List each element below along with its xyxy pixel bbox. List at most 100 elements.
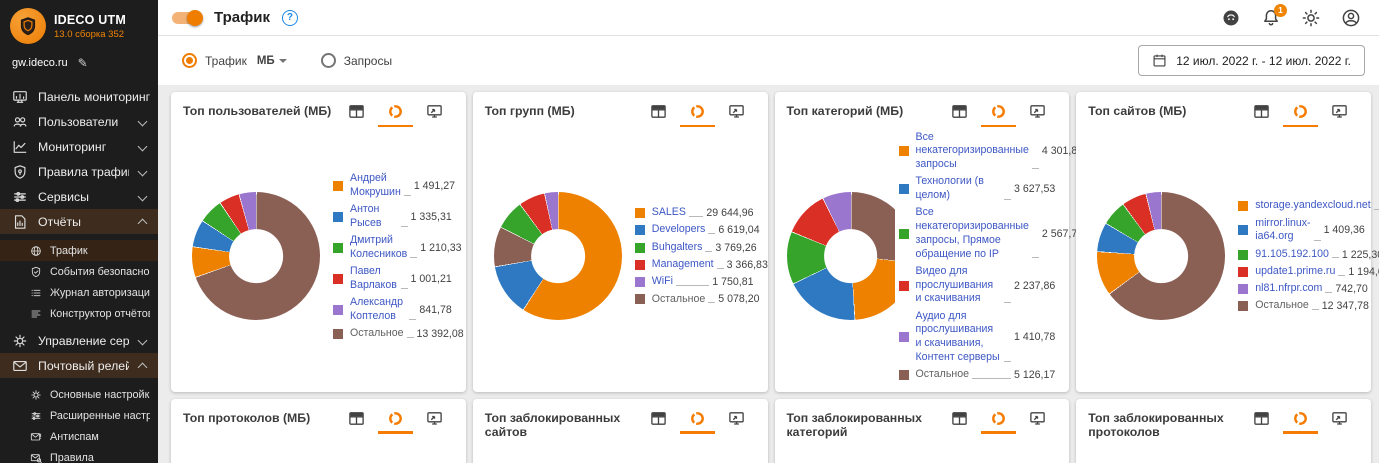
table-view[interactable]	[337, 100, 376, 127]
radio-traffic[interactable]: Трафик МБ	[182, 53, 287, 68]
sidebar-subitem-mail-rules[interactable]: Правила	[0, 447, 158, 463]
brightness-icon[interactable]	[1301, 8, 1321, 28]
sidebar-subitem-advanced-settings[interactable]: Расширенные настройки	[0, 405, 158, 426]
table-view[interactable]	[940, 407, 979, 434]
legend-label[interactable]: update1.prime.ru	[1255, 264, 1336, 277]
legend-label[interactable]: Павел Варлаков	[350, 264, 397, 291]
reports-icon	[12, 214, 28, 230]
donut-view[interactable]	[1281, 407, 1320, 434]
legend-label[interactable]: WiFi	[651, 275, 673, 288]
sidebar-item-monitoring[interactable]: Мониторинг	[0, 134, 158, 159]
table-view[interactable]	[1242, 100, 1281, 127]
date-range-picker[interactable]: 12 июл. 2022 г. - 12 июл. 2022 г.	[1138, 45, 1365, 76]
legend-label[interactable]: Видео для прослушивания и скачивания	[915, 264, 994, 305]
export-view[interactable]	[1320, 100, 1359, 127]
legend-value: 1 335,31	[410, 210, 452, 223]
table-view[interactable]	[639, 407, 678, 434]
sidebar-item-reports[interactable]: Отчёты	[0, 209, 158, 234]
donut-chart[interactable]	[786, 192, 895, 321]
table-view-icon	[952, 105, 968, 118]
sidebar-item-traffic-rules[interactable]: Правила трафика	[0, 159, 158, 184]
radio-traffic-dot[interactable]	[182, 53, 197, 68]
donut-view[interactable]	[376, 100, 415, 127]
chart-area: Онлайн-реклама и баннеры1 385Список Миню…	[787, 439, 1058, 463]
legend-label[interactable]: SALES	[651, 206, 686, 219]
donut-view[interactable]	[678, 407, 717, 434]
legend-label[interactable]: mirror.linux-ia64.org	[1255, 216, 1311, 243]
radio-requests[interactable]: Запросы	[320, 53, 392, 68]
donut-chart[interactable]	[192, 192, 320, 321]
legend-label[interactable]: Технологии (в целом)	[915, 175, 984, 202]
donut-view[interactable]	[979, 100, 1018, 127]
legend-label[interactable]: Антон Рысев	[350, 202, 382, 229]
donut-view[interactable]	[678, 100, 717, 127]
sidebar-subitem-label: Антиспам	[50, 430, 99, 443]
services-icon	[12, 189, 28, 205]
legend-label[interactable]: nl81.nfrpr.com	[1255, 282, 1323, 295]
legend-label[interactable]: Аудио для прослушивания и скачивания, Ко…	[915, 309, 1000, 363]
chart-card: Топ групп (МБ) SALES 29 644,96 Developers 6 …	[472, 92, 768, 392]
view-tabs	[337, 407, 454, 434]
table-view[interactable]	[337, 407, 376, 434]
legend-label[interactable]: Андрей Мокрушин	[350, 171, 401, 198]
sidebar-item-services[interactable]: Сервисы	[0, 184, 158, 209]
donut-view[interactable]	[1281, 100, 1320, 127]
legend-label[interactable]: Management	[651, 258, 714, 270]
support-chat-icon[interactable]	[1221, 8, 1241, 28]
report-enabled-toggle[interactable]	[172, 9, 203, 26]
sidebar-subitem-security-events[interactable]: События безопасности	[0, 261, 158, 282]
edit-hostname-icon[interactable]: ✎	[77, 56, 88, 70]
legend-swatch	[1238, 301, 1249, 312]
sidebar-item-users[interactable]: Пользователи	[0, 109, 158, 134]
export-view[interactable]	[415, 407, 454, 434]
donut-view[interactable]	[376, 407, 415, 434]
legend-label[interactable]: Все некатегоризированные запросы, Прямое…	[915, 206, 1029, 260]
legend-label[interactable]: Developers	[651, 223, 706, 236]
export-view[interactable]	[717, 100, 756, 127]
table-view[interactable]	[639, 100, 678, 127]
filter-bar: Трафик МБ Запросы 12 июл. 2022 г. - 12 и…	[158, 36, 1379, 85]
sidebar-subitem-antispam[interactable]: Антиспам	[0, 426, 158, 447]
radio-requests-dot[interactable]	[320, 53, 336, 68]
legend-label[interactable]: Buhgalters	[651, 240, 703, 253]
donut-chart[interactable]	[1097, 192, 1226, 321]
sidebar-subitem-report-builder[interactable]: Конструктор отчётов	[0, 303, 158, 324]
sidebar-subitem-settings-gear[interactable]: Основные настройки	[0, 384, 158, 405]
legend-label[interactable]: storage.yandexcloud.net	[1255, 199, 1371, 212]
legend-value: 5 078,20	[718, 293, 760, 306]
table-view[interactable]	[1242, 407, 1281, 434]
legend-swatch	[333, 242, 343, 253]
sidebar-item-server-settings[interactable]: Управление сервером	[0, 328, 158, 353]
legend-label[interactable]: Дмитрий Колесников	[350, 233, 408, 260]
legend-label[interactable]: Все некатегоризированные запросы	[915, 130, 1029, 171]
export-view[interactable]	[1018, 407, 1057, 434]
donut-view[interactable]	[979, 407, 1018, 434]
sidebar-item-mail-relay[interactable]: Почтовый релей	[0, 353, 158, 378]
legend-swatch	[634, 225, 645, 236]
legend-label[interactable]: 91.105.192.100	[1255, 247, 1329, 260]
donut-chart[interactable]	[493, 192, 622, 321]
help-icon[interactable]: ?	[281, 9, 298, 26]
notifications-icon[interactable]: 1	[1261, 3, 1287, 28]
legend-label[interactable]: Александр Коптелов	[350, 295, 404, 322]
account-icon[interactable]	[1341, 8, 1361, 28]
export-view[interactable]	[1320, 407, 1359, 434]
export-view[interactable]	[717, 407, 756, 434]
topbar-icons: 1	[1221, 3, 1361, 28]
sidebar-item-dashboard[interactable]: Панель мониторинга	[0, 84, 158, 109]
export-view[interactable]	[415, 100, 454, 127]
legend-row: Остальное 5 126,17	[898, 368, 1055, 382]
sidebar-subitem-auth-log[interactable]: Журнал авторизации	[0, 282, 158, 303]
legend-value: 1 750,81	[712, 276, 754, 289]
legend-value: 13 392,08	[416, 327, 464, 340]
legend-swatch	[333, 211, 343, 222]
chart-area: DoH_DoT43 285BitTorrent130	[1088, 439, 1359, 463]
sidebar-subitem-globe[interactable]: Трафик	[0, 240, 158, 261]
export-view[interactable]	[1018, 100, 1057, 127]
unit-dropdown[interactable]: МБ	[257, 55, 287, 67]
legend-leader-line	[1004, 302, 1011, 304]
donut-view-icon	[1294, 411, 1307, 425]
chart-title: Топ категорий (МБ)	[786, 104, 904, 118]
sidebar-subgroup: Основные настройки Расширенные настройки А…	[0, 384, 158, 463]
table-view[interactable]	[940, 100, 979, 127]
